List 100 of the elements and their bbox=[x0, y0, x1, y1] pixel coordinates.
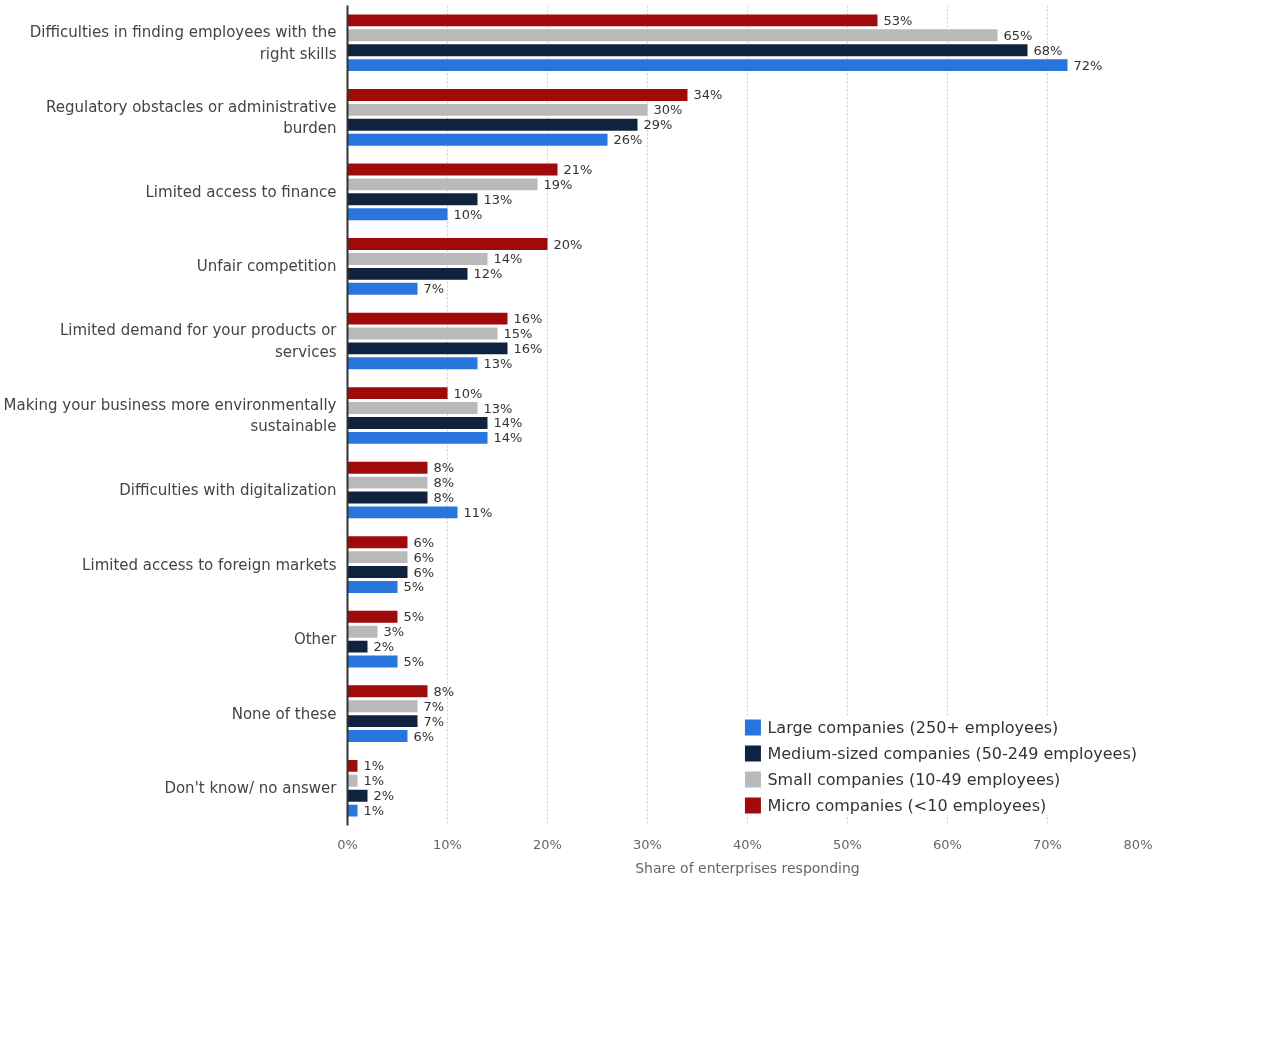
data-label: 13% bbox=[483, 355, 513, 371]
bar bbox=[347, 685, 428, 698]
bar bbox=[347, 282, 418, 295]
data-label: 14% bbox=[493, 430, 523, 446]
bar bbox=[347, 610, 398, 623]
x-tick-label: 20% bbox=[533, 836, 562, 852]
bar bbox=[347, 789, 368, 802]
x-tick-label: 10% bbox=[433, 836, 462, 852]
data-label: 15% bbox=[503, 326, 533, 341]
y-tick-label: Difficulties with digitalization bbox=[119, 481, 337, 500]
bar bbox=[347, 14, 878, 27]
data-label: 1% bbox=[363, 758, 385, 774]
bar bbox=[347, 655, 398, 668]
data-label: 13% bbox=[483, 191, 513, 207]
y-tick-label: Unfair competition bbox=[196, 257, 337, 276]
bar bbox=[347, 416, 488, 429]
data-label: 6% bbox=[413, 549, 435, 565]
x-axis-title: Share of enterprises responding bbox=[635, 859, 860, 876]
data-label: 6% bbox=[413, 534, 435, 550]
x-tick-label: 40% bbox=[733, 836, 762, 852]
bar bbox=[347, 133, 608, 146]
data-label: 7% bbox=[423, 698, 445, 714]
bar bbox=[347, 208, 448, 221]
data-label: 13% bbox=[483, 400, 513, 416]
bar bbox=[347, 461, 428, 474]
y-tick-label: Limited access to finance bbox=[145, 182, 337, 201]
bar bbox=[347, 252, 488, 265]
bar bbox=[347, 312, 508, 325]
data-label: 10% bbox=[453, 385, 483, 401]
y-tick-label: None of these bbox=[231, 704, 337, 723]
data-label: 5% bbox=[403, 609, 425, 625]
bar bbox=[347, 774, 358, 787]
legend-label: Medium-sized companies (50-249 employees) bbox=[767, 743, 1137, 763]
bar bbox=[347, 342, 508, 355]
bar bbox=[347, 804, 358, 817]
data-label: 34% bbox=[693, 87, 723, 103]
x-tick-label: 30% bbox=[633, 836, 662, 852]
data-label: 8% bbox=[433, 460, 455, 476]
data-label: 7% bbox=[423, 713, 445, 729]
bar bbox=[347, 715, 418, 728]
data-label: 7% bbox=[423, 281, 445, 297]
data-label: 16% bbox=[513, 340, 543, 356]
data-label: 19% bbox=[543, 176, 573, 192]
data-label: 68% bbox=[1033, 42, 1063, 58]
data-label: 2% bbox=[373, 639, 395, 655]
bar bbox=[347, 387, 448, 400]
bar bbox=[347, 551, 408, 564]
legend-label: Small companies (10-49 employees) bbox=[767, 769, 1061, 789]
x-tick-label: 80% bbox=[1123, 836, 1153, 852]
bar bbox=[347, 640, 368, 653]
bar bbox=[347, 491, 428, 504]
data-label: 26% bbox=[613, 132, 643, 148]
data-label: 65% bbox=[1003, 27, 1033, 43]
bar bbox=[347, 118, 638, 131]
x-tick-label: 60% bbox=[933, 836, 962, 852]
bar bbox=[347, 327, 498, 340]
bar bbox=[347, 536, 408, 549]
data-label: 29% bbox=[643, 117, 673, 133]
data-label: 11% bbox=[463, 504, 493, 520]
data-label: 5% bbox=[403, 579, 425, 595]
bar bbox=[347, 730, 408, 743]
y-tick-label: Difficulties in finding employees with the right skills bbox=[29, 22, 337, 63]
data-label: 20% bbox=[553, 236, 583, 252]
y-tick-label: Limited demand for your products or services bbox=[59, 321, 338, 361]
bar bbox=[347, 357, 478, 370]
bar bbox=[347, 267, 468, 280]
bar bbox=[347, 580, 398, 593]
x-tick-label: 50% bbox=[833, 836, 862, 852]
data-label: 1% bbox=[363, 803, 385, 819]
y-tick-label: Regulatory obstacles or administrative burden bbox=[45, 97, 337, 138]
data-label: 16% bbox=[513, 311, 543, 327]
data-label: 2% bbox=[373, 788, 395, 804]
data-label: 8% bbox=[433, 683, 455, 699]
y-tick-label: Don't know/ no answer bbox=[164, 779, 338, 798]
data-label: 8% bbox=[433, 490, 455, 505]
legend-label: Large companies (250+ employees) bbox=[767, 717, 1059, 737]
bar bbox=[347, 506, 458, 519]
data-label: 5% bbox=[403, 654, 425, 669]
bar bbox=[347, 431, 488, 444]
data-label: 14% bbox=[493, 251, 523, 267]
data-label: 6% bbox=[413, 564, 435, 580]
bar bbox=[347, 566, 408, 579]
data-label: 8% bbox=[433, 475, 455, 491]
legend-label: Micro companies (<10 employees) bbox=[767, 795, 1047, 815]
bar bbox=[347, 476, 428, 489]
data-label: 6% bbox=[413, 728, 435, 744]
data-label: 12% bbox=[473, 266, 503, 282]
bar bbox=[347, 44, 1028, 57]
data-label: 53% bbox=[883, 12, 913, 28]
y-tick-label: Other bbox=[293, 630, 338, 649]
bar bbox=[347, 238, 548, 251]
data-label: 21% bbox=[563, 162, 593, 177]
x-tick-label: 0% bbox=[337, 836, 358, 852]
bar bbox=[347, 103, 648, 116]
data-label: 1% bbox=[363, 773, 385, 789]
bar bbox=[347, 178, 538, 191]
x-tick-label: 70% bbox=[1033, 836, 1062, 852]
data-label: 14% bbox=[493, 415, 523, 431]
bar bbox=[347, 700, 418, 713]
bar bbox=[347, 163, 558, 176]
